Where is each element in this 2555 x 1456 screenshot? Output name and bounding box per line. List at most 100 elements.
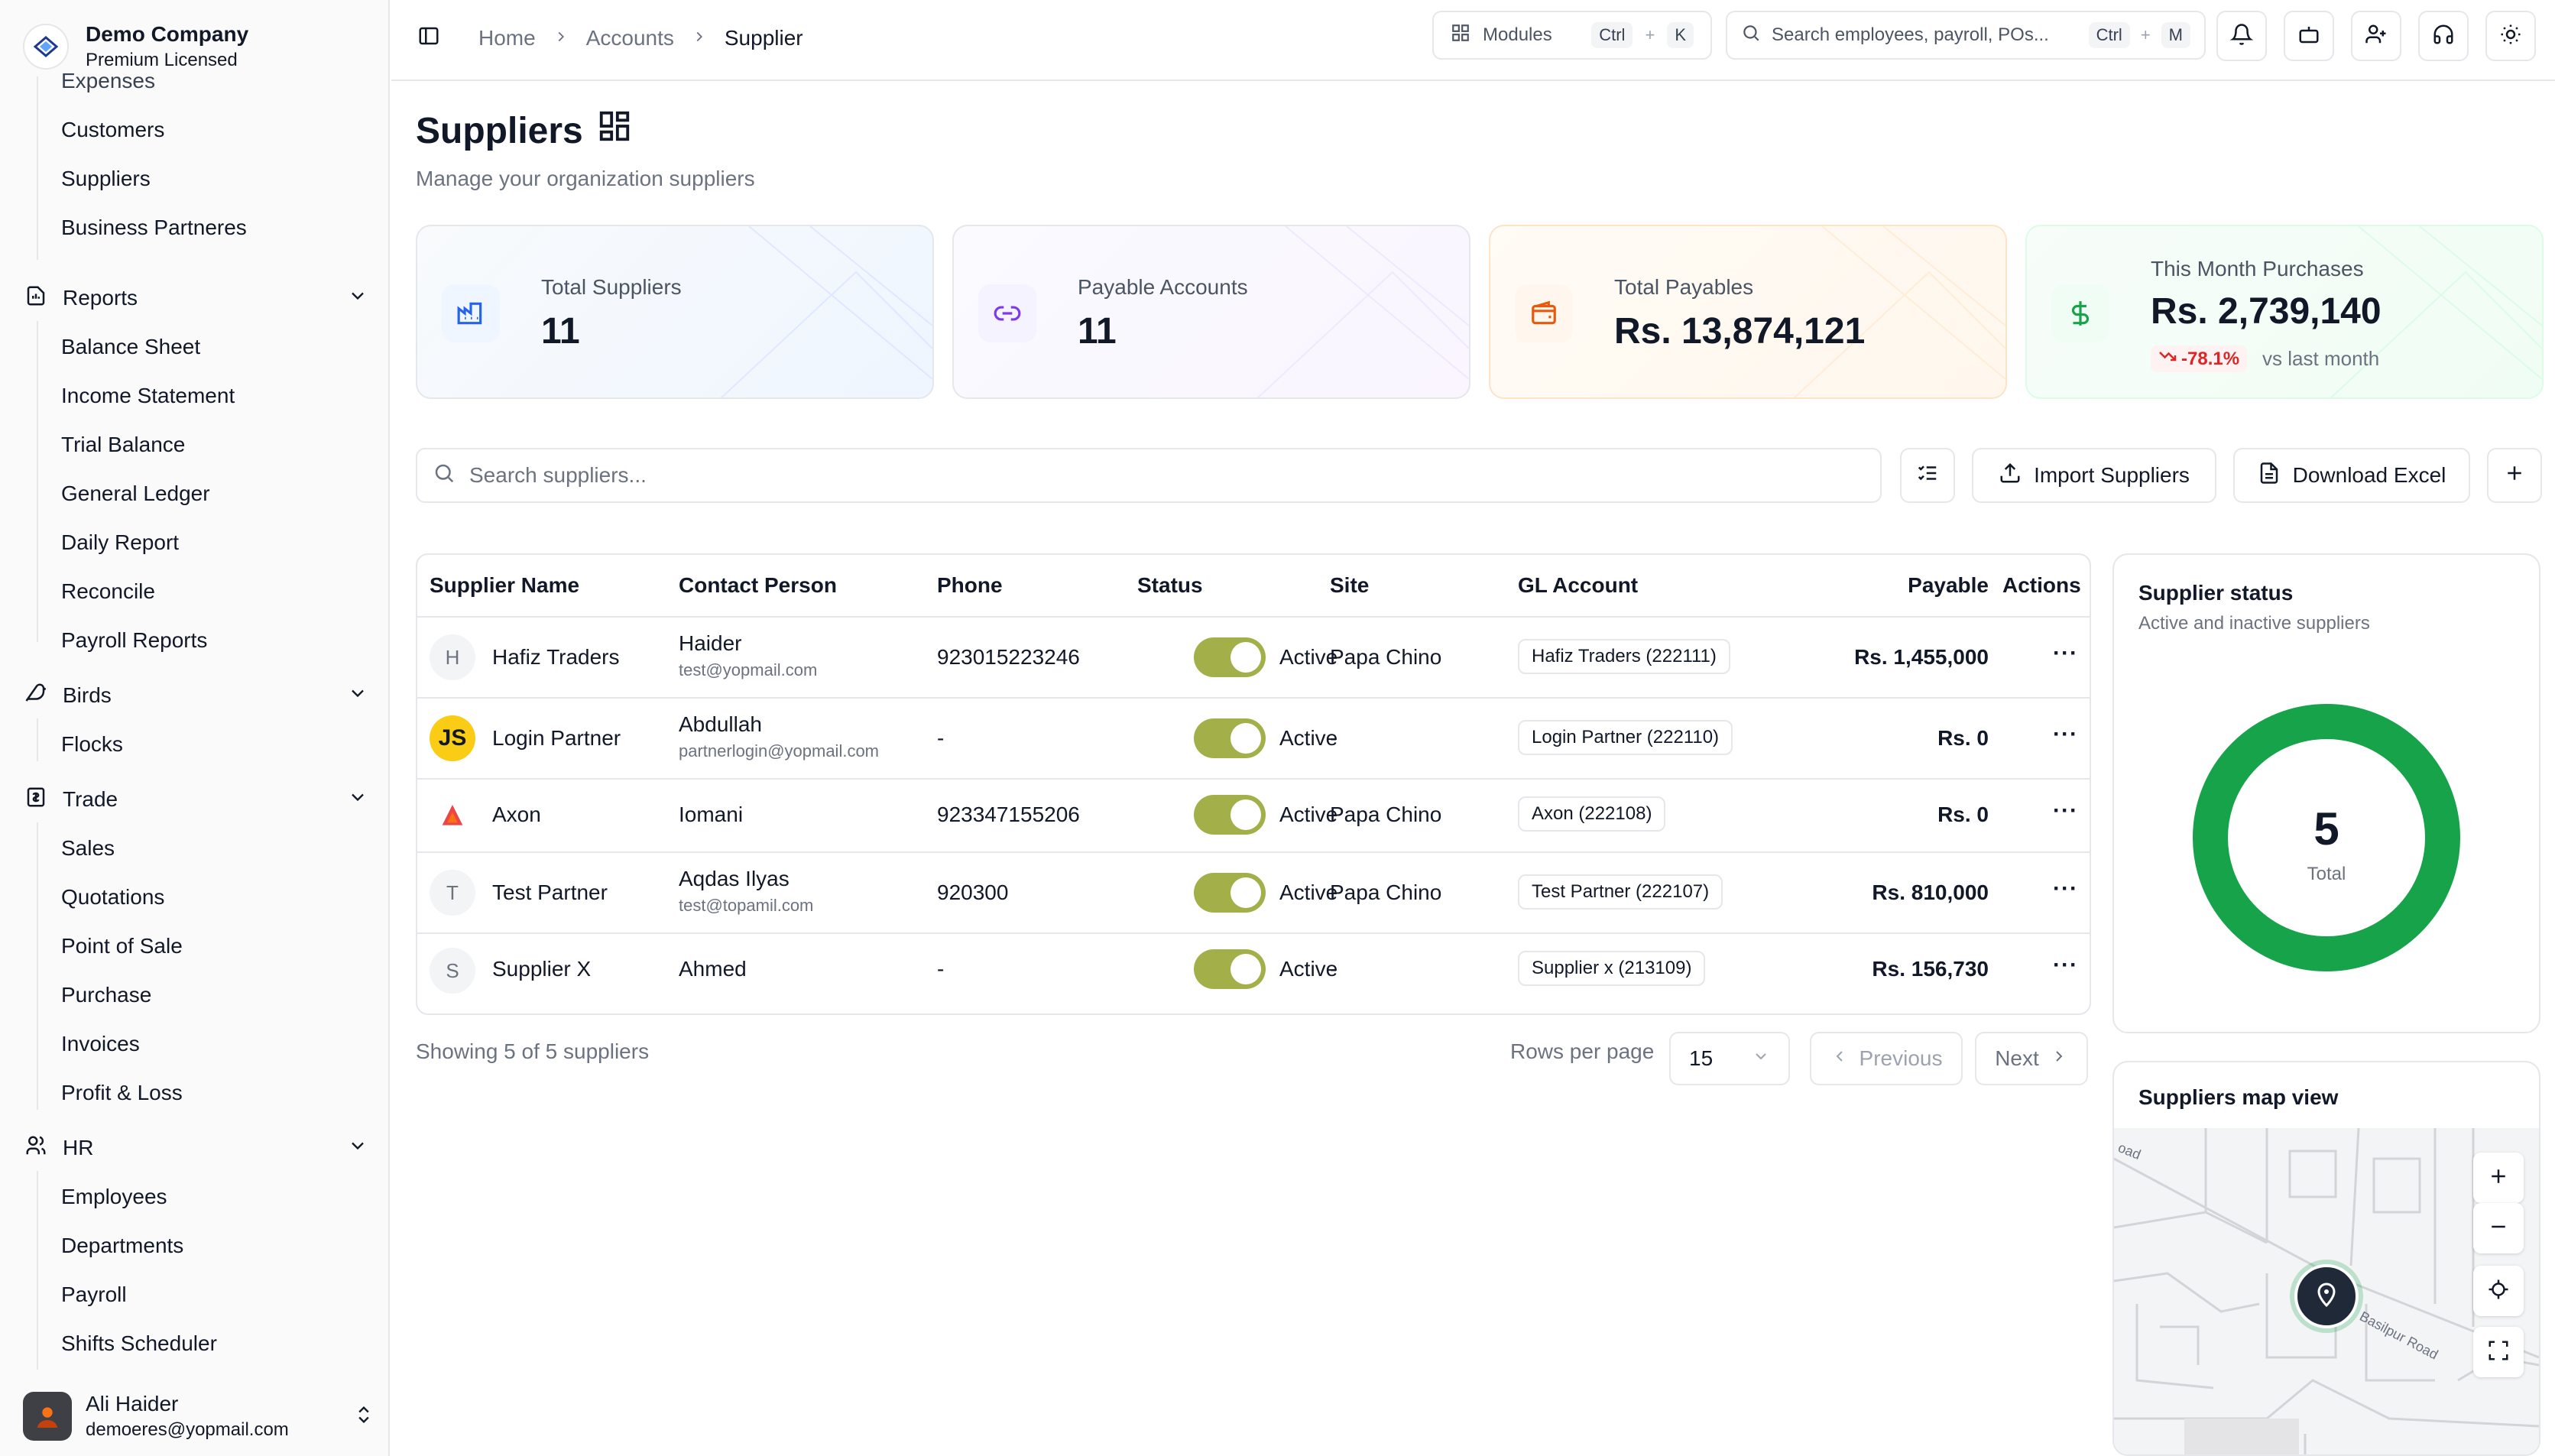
sidebar-item-flocks[interactable]: Flocks bbox=[61, 732, 123, 756]
sidebar-item-trial-balance[interactable]: Trial Balance bbox=[61, 433, 186, 456]
more-actions-icon[interactable]: ··· bbox=[2053, 876, 2078, 901]
more-actions-icon[interactable]: ··· bbox=[2053, 640, 2078, 666]
sidebar-item-payroll[interactable]: Payroll bbox=[61, 1283, 127, 1306]
map-pin-icon[interactable] bbox=[2290, 1260, 2363, 1333]
global-search-input[interactable]: Search employees, payroll, POs... Ctrl +… bbox=[1726, 11, 2206, 60]
sidebar-item-profit-loss[interactable]: Profit & Loss bbox=[61, 1081, 183, 1104]
previous-page-button[interactable]: Previous bbox=[1810, 1032, 1963, 1085]
column-header[interactable]: Supplier Name bbox=[430, 573, 580, 597]
table-row[interactable]: T Test Partner Aqdas Ilyas test@topamil.… bbox=[417, 851, 2090, 932]
global-search-placeholder: Search employees, payroll, POs... bbox=[1772, 24, 2049, 45]
search-icon bbox=[1741, 23, 1761, 48]
column-header[interactable]: Contact Person bbox=[679, 573, 837, 597]
upload-icon bbox=[1999, 462, 2022, 490]
delta-value: -78.1% bbox=[2181, 348, 2240, 369]
supplier-name[interactable]: Supplier X bbox=[492, 957, 592, 981]
layout-grid-icon bbox=[597, 109, 632, 153]
suppliers-map[interactable]: oad Basilpur Road bbox=[2114, 1127, 2539, 1454]
sidebar-item-daily-report[interactable]: Daily Report bbox=[61, 530, 180, 554]
chevrons-up-down-icon bbox=[353, 1404, 374, 1429]
table-row[interactable]: Axon Iomani 923347155206 Active Papa Chi… bbox=[417, 778, 2090, 851]
sidebar-item-payroll-reports[interactable]: Payroll Reports bbox=[61, 628, 208, 652]
supplier-name[interactable]: Hafiz Traders bbox=[492, 645, 620, 669]
avatar: S bbox=[430, 948, 475, 994]
zoom-in-button[interactable] bbox=[2473, 1153, 2524, 1203]
sidebar-item-shifts-scheduler[interactable]: Shifts Scheduler bbox=[61, 1331, 217, 1355]
supplier-search-input[interactable]: Search suppliers... bbox=[416, 448, 1882, 503]
sidebar-item-quotations[interactable]: Quotations bbox=[61, 885, 165, 909]
sidebar-item-reconcile[interactable]: Reconcile bbox=[61, 579, 155, 603]
shortcut-key: M bbox=[2161, 22, 2190, 48]
breadcrumb-accounts[interactable]: Accounts bbox=[585, 26, 674, 50]
sidebar-item-suppliers[interactable]: Suppliers bbox=[61, 167, 151, 190]
download-excel-label: Download Excel bbox=[2292, 463, 2446, 487]
sidebar-item-income-statement[interactable]: Income Statement bbox=[61, 384, 235, 407]
status-toggle[interactable] bbox=[1194, 718, 1266, 758]
sidebar-item-general-ledger[interactable]: General Ledger bbox=[61, 482, 210, 505]
payable-amount: Rs. 810,000 bbox=[1872, 880, 1989, 904]
sidebar-toggle-icon[interactable] bbox=[417, 24, 440, 53]
notifications-button[interactable] bbox=[2216, 11, 2267, 61]
sidebar-item-customers[interactable]: Customers bbox=[61, 118, 165, 141]
sidebar-item-balance-sheet[interactable]: Balance Sheet bbox=[61, 335, 201, 358]
status-toggle[interactable] bbox=[1194, 949, 1266, 989]
stat-delta: -78.1% vs last month bbox=[2151, 345, 2379, 372]
sidebar-group-hr[interactable]: HR bbox=[24, 1131, 368, 1165]
sidebar-item-departments[interactable]: Departments bbox=[61, 1234, 184, 1257]
sidebar-item-expenses[interactable]: Expenses bbox=[61, 69, 155, 92]
column-header[interactable]: Site bbox=[1330, 573, 1370, 597]
import-suppliers-button[interactable]: Import Suppliers bbox=[1972, 448, 2216, 503]
rows-per-page-select[interactable]: 15 bbox=[1669, 1032, 1790, 1085]
status-toggle[interactable] bbox=[1194, 795, 1266, 835]
download-excel-button[interactable]: Download Excel bbox=[2233, 448, 2470, 503]
sidebar-item-invoices[interactable]: Invoices bbox=[61, 1032, 140, 1056]
nav-divider bbox=[37, 321, 38, 642]
add-user-button[interactable] bbox=[2351, 11, 2401, 61]
modules-button[interactable]: Modules Ctrl + K bbox=[1432, 11, 1712, 60]
chevron-down-icon bbox=[347, 683, 368, 709]
next-page-button[interactable]: Next bbox=[1975, 1032, 2088, 1085]
table-row[interactable]: H Hafiz Traders Haider test@yopmail.com … bbox=[417, 616, 2090, 697]
contact-email: test@yopmail.com bbox=[679, 660, 818, 679]
table-row[interactable]: JS Login Partner Abdullah partnerlogin@y… bbox=[417, 697, 2090, 778]
company-switcher[interactable]: Demo Company Premium Licensed bbox=[23, 18, 248, 75]
zoom-out-button[interactable] bbox=[2473, 1203, 2524, 1253]
sidebar-item-business-partners[interactable]: Business Partneres bbox=[61, 216, 247, 239]
column-header[interactable]: Phone bbox=[937, 573, 1003, 597]
user-menu[interactable]: Ali Haider demoeres@yopmail.com bbox=[23, 1390, 374, 1443]
supplier-search-placeholder: Search suppliers... bbox=[469, 463, 647, 487]
status-label: Active bbox=[1279, 645, 1338, 669]
sidebar-item-employees[interactable]: Employees bbox=[61, 1185, 167, 1208]
more-actions-icon[interactable]: ··· bbox=[2053, 952, 2078, 978]
supplier-name[interactable]: Test Partner bbox=[492, 880, 608, 904]
add-supplier-button[interactable] bbox=[2487, 448, 2542, 503]
sidebar-item-point-of-sale[interactable]: Point of Sale bbox=[61, 934, 183, 958]
sidebar-item-sales[interactable]: Sales bbox=[61, 836, 115, 860]
payable-amount: Rs. 0 bbox=[1937, 803, 1989, 826]
locate-button[interactable] bbox=[2473, 1266, 2524, 1316]
page-subtitle: Manage your organization suppliers bbox=[416, 167, 755, 190]
assistant-button[interactable] bbox=[2284, 11, 2334, 61]
more-actions-icon[interactable]: ··· bbox=[2053, 722, 2078, 747]
column-header[interactable]: GL Account bbox=[1518, 573, 1639, 597]
column-header[interactable]: Payable bbox=[1908, 573, 1989, 597]
breadcrumb-home[interactable]: Home bbox=[478, 26, 536, 50]
sidebar-group-reports[interactable]: Reports bbox=[24, 281, 368, 315]
table-row[interactable]: S Supplier X Ahmed - Active - Supplier x… bbox=[417, 932, 2090, 1013]
columns-filter-button[interactable] bbox=[1900, 448, 1955, 503]
sidebar-group-birds[interactable]: Birds bbox=[24, 679, 368, 712]
supplier-name[interactable]: Axon bbox=[492, 803, 541, 826]
column-header[interactable]: Status bbox=[1137, 573, 1203, 597]
status-toggle[interactable] bbox=[1194, 873, 1266, 913]
supplier-name[interactable]: Login Partner bbox=[492, 726, 621, 750]
more-actions-icon[interactable]: ··· bbox=[2053, 798, 2078, 823]
support-button[interactable] bbox=[2418, 11, 2469, 61]
sidebar-group-trade[interactable]: Trade bbox=[24, 783, 368, 816]
delta-badge: -78.1% bbox=[2151, 345, 2248, 372]
fullscreen-button[interactable] bbox=[2473, 1327, 2524, 1377]
shortcut-plus: + bbox=[2140, 25, 2151, 44]
status-toggle[interactable] bbox=[1194, 637, 1266, 677]
sidebar-item-purchase[interactable]: Purchase bbox=[61, 983, 152, 1007]
nav-divider bbox=[37, 1171, 38, 1370]
theme-toggle-button[interactable] bbox=[2485, 11, 2536, 61]
